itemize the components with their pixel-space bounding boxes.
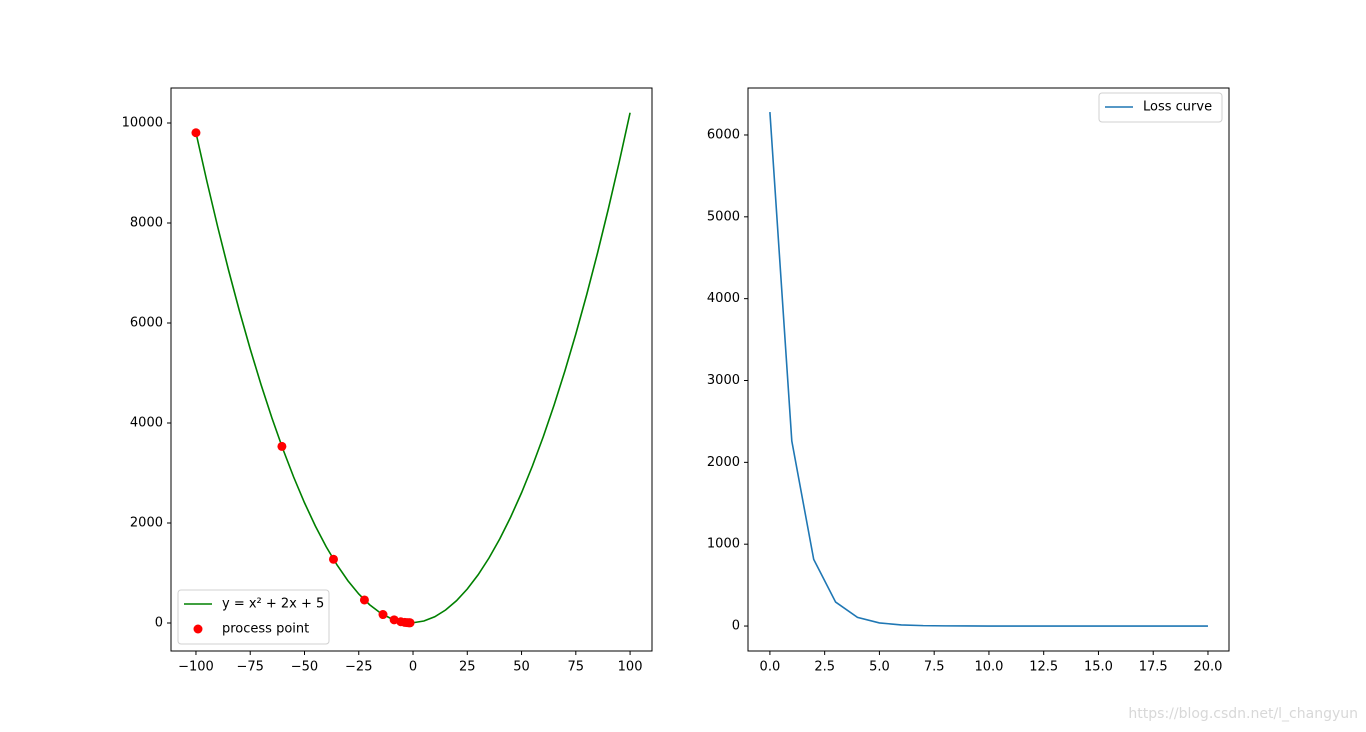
x-tick-label: 12.5 (1029, 660, 1058, 675)
y-tick-label: 6000 (130, 316, 163, 331)
x-tick-label: 50 (513, 660, 530, 675)
watermark: https://blog.csdn.net/l_changyun (1128, 706, 1358, 722)
point (277, 441, 287, 451)
x-tick-label: −50 (291, 660, 318, 675)
x-tick-label: 0 (409, 660, 417, 675)
x-tick-label: 5.0 (869, 660, 890, 675)
x-tick-label: 2.5 (814, 660, 835, 675)
line (195, 112, 631, 624)
x-tick-label: 0.0 (760, 660, 781, 675)
x-tick-label: 20.0 (1193, 660, 1222, 675)
x-tick-label: 17.5 (1139, 660, 1168, 675)
legend-swatch (193, 624, 203, 634)
x-tick-label: −75 (237, 660, 264, 675)
y-tick-label: 2000 (130, 516, 163, 531)
line (769, 112, 1208, 627)
y-tick-label: 8000 (130, 216, 163, 231)
point (328, 554, 338, 564)
x-tick-label: 25 (459, 660, 476, 675)
y-tick-label: 0 (155, 616, 163, 631)
y-tick-label: 1000 (707, 537, 740, 552)
x-tick-label: 15.0 (1084, 660, 1113, 675)
x-tick-label: −25 (345, 660, 372, 675)
point (378, 610, 388, 620)
y-tick-label: 2000 (707, 455, 740, 470)
x-tick-label: 10.0 (974, 660, 1003, 675)
legend-label: process point (222, 622, 309, 637)
y-tick-label: 10000 (122, 116, 163, 131)
legend (1098, 92, 1223, 123)
point (359, 595, 369, 605)
y-tick-label: 4000 (130, 416, 163, 431)
y-tick-label: 4000 (707, 291, 740, 306)
legend-label: Loss curve (1143, 100, 1212, 115)
x-tick-label: 7.5 (924, 660, 945, 675)
y-tick-label: 6000 (707, 127, 740, 142)
x-tick-label: 100 (618, 660, 643, 675)
y-tick-label: 5000 (707, 209, 740, 224)
point (405, 618, 415, 628)
axes-frame (747, 87, 1230, 652)
y-tick-label: 0 (732, 619, 740, 634)
x-tick-label: −100 (178, 660, 214, 675)
legend (177, 589, 330, 645)
y-tick-label: 3000 (707, 373, 740, 388)
axes-frame (170, 87, 653, 652)
legend-label: y = x² + 2x + 5 (222, 597, 324, 612)
x-tick-label: 75 (568, 660, 585, 675)
point (191, 128, 201, 138)
